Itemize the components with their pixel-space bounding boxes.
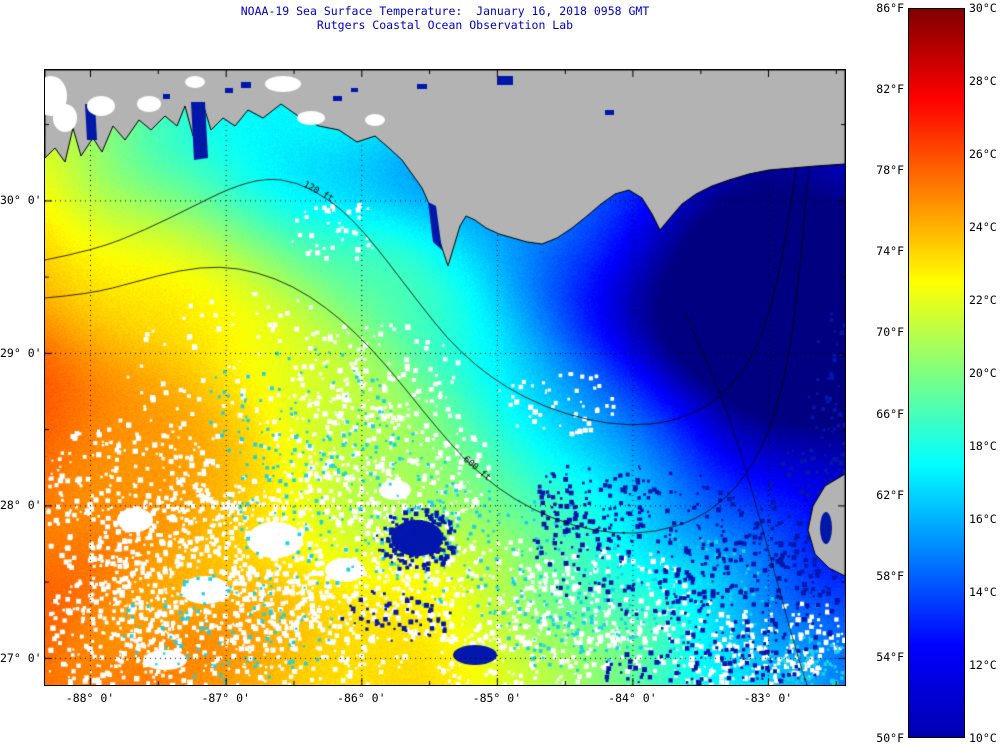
colorbar-f-label: 50°F xyxy=(876,731,904,745)
colorbar-f-label: 86°F xyxy=(876,1,904,15)
y-tick-label: 29° 0' xyxy=(0,345,42,360)
colorbar-c-label: 18°C xyxy=(969,439,997,453)
x-tick-label: -86° 0' xyxy=(337,691,386,705)
colorbar-f-label: 74°F xyxy=(876,244,904,259)
x-tick-label: -83° 0' xyxy=(743,691,793,705)
map-frame xyxy=(44,69,846,686)
colorbar-c-label: 24°C xyxy=(969,220,997,234)
title-block: NOAA-19 Sea Surface Temperature: January… xyxy=(45,4,845,32)
colorbar-c-label: 28°C xyxy=(969,74,997,88)
colorbar-f-label: 82°F xyxy=(876,82,904,97)
x-tick-label: -87° 0' xyxy=(201,691,250,705)
colorbar-c-label: 14°C xyxy=(969,585,997,599)
colorbar-c-label: 16°C xyxy=(969,512,997,526)
colorbar-f-label: 62°F xyxy=(876,487,904,502)
colorbar-c-label: 30°C xyxy=(969,1,997,15)
y-tick-label: 27° 0' xyxy=(0,650,42,665)
y-tick-label: 28° 0' xyxy=(0,498,42,513)
colorbar-f-label: 58°F xyxy=(876,568,904,583)
colorbar-f-label: 78°F xyxy=(876,163,904,178)
colorbar-c-label: 20°C xyxy=(969,366,997,380)
colorbar-c-label: 26°C xyxy=(969,147,997,161)
colorbar-f-label: 66°F xyxy=(876,406,904,421)
colorbar-f-label: 54°F xyxy=(876,649,904,664)
map-title: NOAA-19 Sea Surface Temperature: January… xyxy=(240,4,650,18)
map-subtitle: Rutgers Coastal Ocean Observation Lab xyxy=(316,18,574,32)
y-tick-label: 30° 0' xyxy=(0,193,42,208)
sst-map-canvas xyxy=(45,70,845,685)
colorbar-c-label: 12°C xyxy=(969,658,997,672)
x-tick-label: -84° 0' xyxy=(608,691,657,705)
x-tick-label: -88° 0' xyxy=(65,691,115,705)
colorbar-c-label: 10°C xyxy=(969,731,997,745)
colorbar-gradient xyxy=(908,8,965,738)
colorbar-f-label: 70°F xyxy=(876,325,904,340)
colorbar-c-label: 22°C xyxy=(969,293,997,307)
x-tick-label: -85° 0' xyxy=(472,691,522,705)
